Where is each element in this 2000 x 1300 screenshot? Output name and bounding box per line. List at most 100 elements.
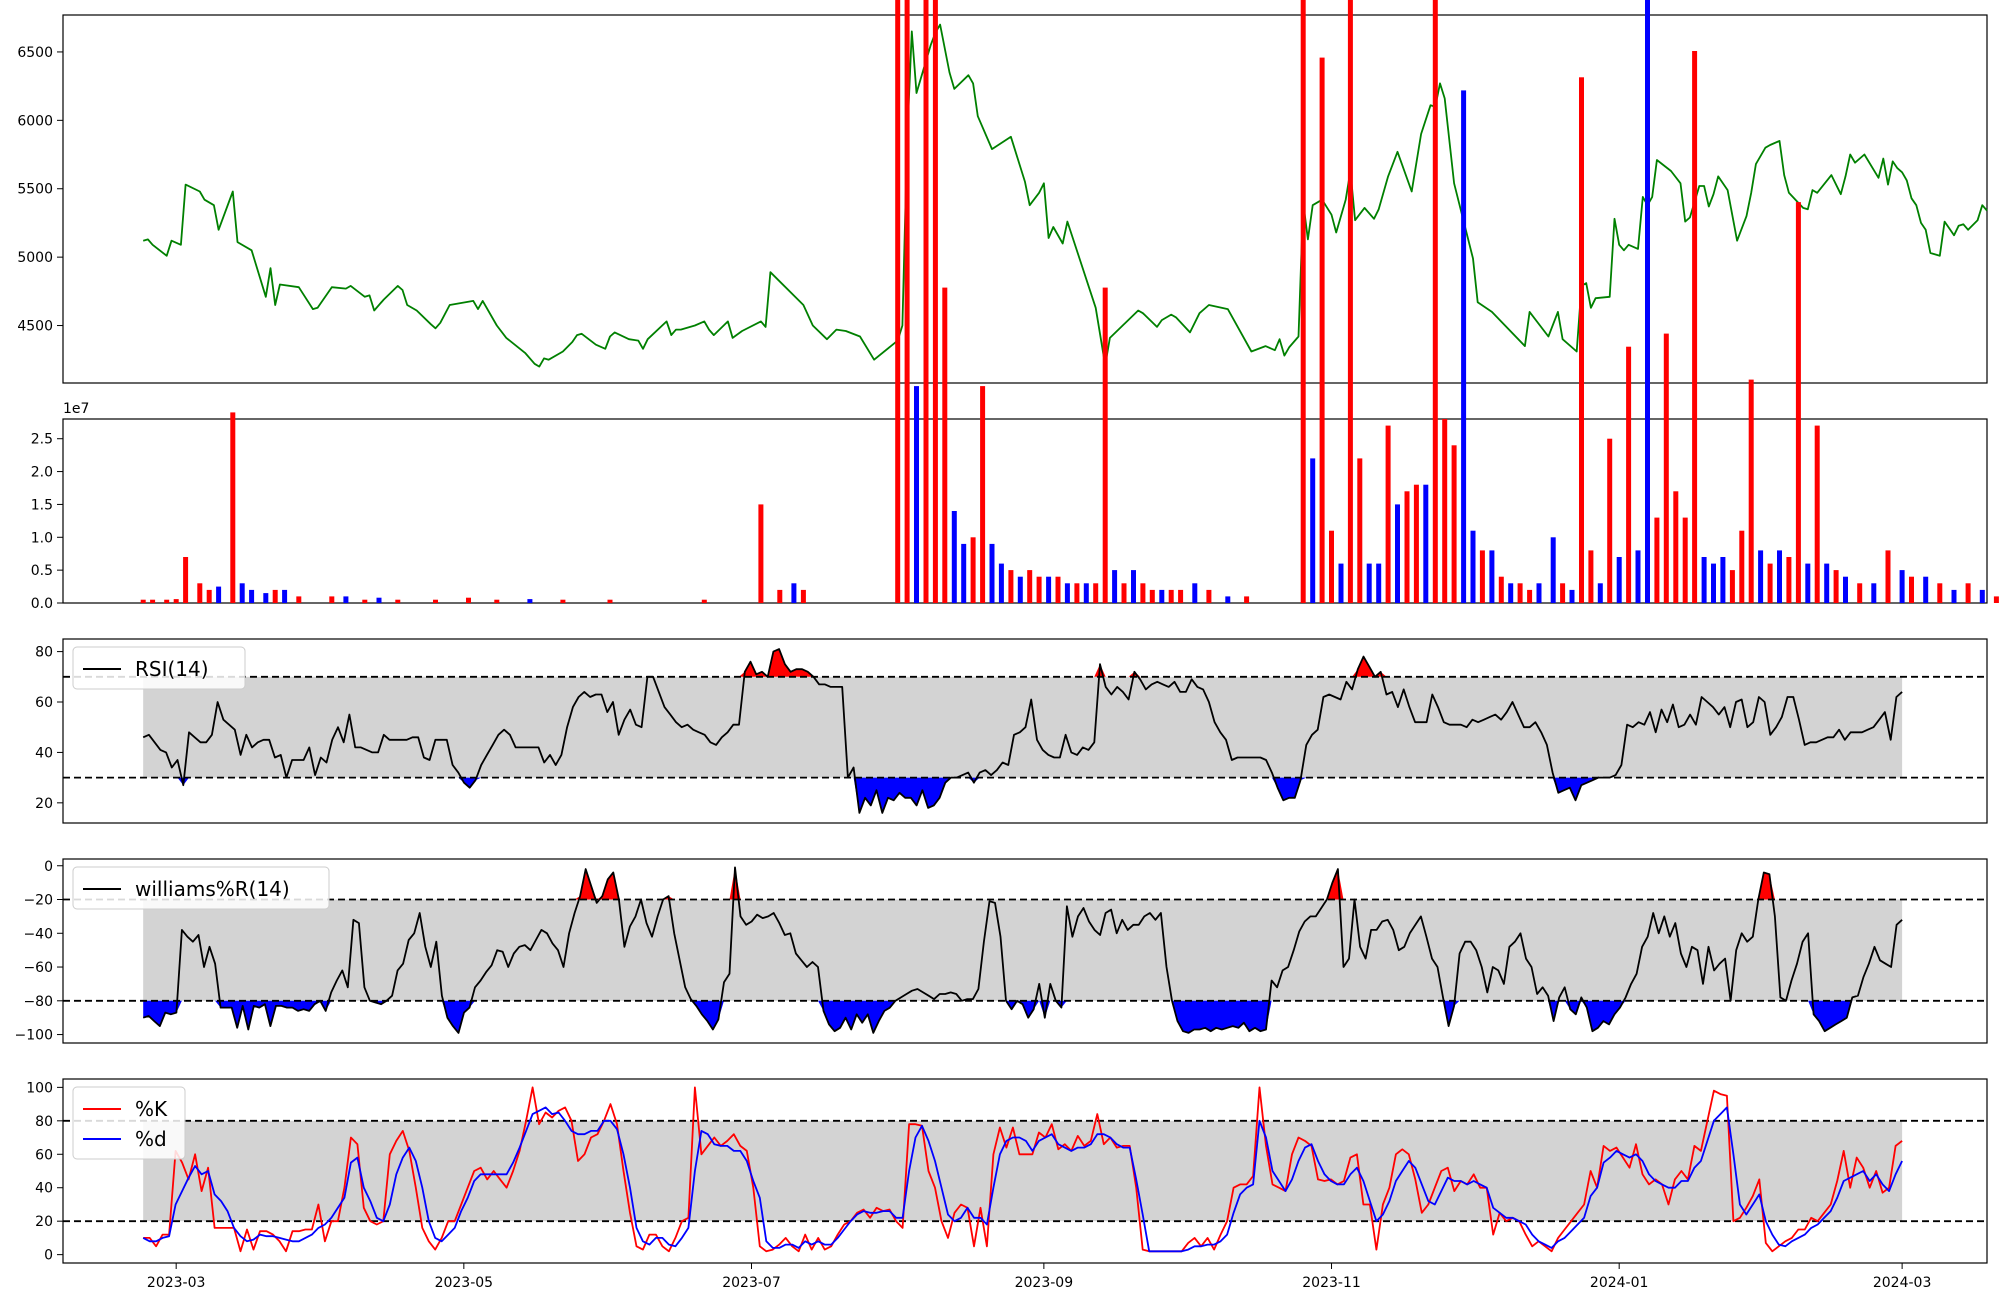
- volume-bar: [1376, 563, 1382, 603]
- legend-label: %d: [135, 1127, 167, 1151]
- volume-bar: [1645, 0, 1650, 603]
- y-tick-label: 0: [44, 1248, 53, 1264]
- volume-bar: [1329, 530, 1334, 603]
- volume-bar: [1055, 576, 1061, 603]
- volume-bar: [206, 589, 212, 603]
- volume-bar: [1814, 425, 1820, 603]
- volume-bar: [1385, 425, 1391, 603]
- volume-bar: [560, 599, 566, 603]
- volume-bar: [1310, 458, 1316, 603]
- x-tick-label: 2023-05: [435, 1275, 494, 1291]
- volume-bar: [1795, 202, 1801, 603]
- volume-bar: [1300, 0, 1306, 603]
- volume-bar: [1074, 583, 1080, 603]
- volume-offset-label: 1e7: [63, 401, 89, 417]
- volume-bar: [1550, 537, 1556, 603]
- y-tick-label: 0: [44, 859, 53, 875]
- volume-bar: [1036, 576, 1042, 603]
- volume-bar: [1857, 583, 1863, 603]
- y-tick-label: 0.5: [31, 563, 53, 579]
- volume-bar: [1923, 576, 1929, 603]
- volume-bar: [1451, 445, 1457, 603]
- volume-bar: [1692, 51, 1698, 603]
- volume-bar: [272, 589, 278, 603]
- volume-bar: [895, 0, 901, 604]
- oversold-fill: [1581, 1000, 1626, 1032]
- volume-bar: [150, 599, 156, 603]
- volume-bar: [1833, 570, 1839, 603]
- volume-bar: [1654, 517, 1660, 603]
- axes-frame: [62, 858, 1988, 1044]
- oversold-fill: [1552, 777, 1599, 801]
- volume-bar: [1767, 563, 1773, 603]
- volume-bar: [1159, 589, 1165, 603]
- williams-r-panel: −100 −80 −60 −40 −20 0 williams%R(14): [15, 858, 1988, 1044]
- range-band: [143, 1120, 1903, 1222]
- volume-bar: [1965, 583, 1971, 603]
- oversold-fill: [1808, 1000, 1853, 1032]
- price-line: [142, 23, 1988, 368]
- volume-bar: [1498, 576, 1504, 603]
- axes-frame: [62, 638, 1988, 824]
- volume-bar: [1536, 583, 1542, 603]
- volume-bar: [989, 543, 995, 603]
- volume-bar: [1083, 583, 1089, 603]
- y-tick-label: 1.0: [31, 530, 53, 546]
- y-tick-label: 80: [35, 645, 53, 661]
- x-tick-label: 2024-03: [1873, 1275, 1932, 1291]
- volume-bar: [1206, 589, 1212, 603]
- volume-bar: [183, 557, 189, 603]
- volume-bar: [1673, 491, 1679, 603]
- y-tick-label: 40: [35, 745, 53, 761]
- volume-bar: [942, 287, 948, 603]
- volume-bar: [263, 593, 269, 603]
- volume-bar: [1319, 57, 1325, 604]
- volume-bar: [1489, 550, 1495, 603]
- volume-bar: [1527, 589, 1533, 603]
- volume-bar: [140, 599, 146, 603]
- volume-bar: [1168, 589, 1174, 603]
- volume-bar: [1899, 570, 1905, 603]
- volume-bar: [1711, 563, 1716, 603]
- y-tick-label: −100: [15, 1028, 53, 1044]
- volume-bar: [980, 386, 986, 603]
- volume-bar: [777, 589, 783, 603]
- oversold-fill: [1006, 1000, 1018, 1010]
- volume-bar: [1739, 530, 1745, 603]
- price-panel: 4500 5000 5500 6000 6500: [17, 14, 1988, 384]
- volume-bar: [1093, 583, 1099, 603]
- volume-bar: [164, 599, 170, 603]
- volume-bar: [914, 386, 919, 603]
- volume-bar: [1607, 438, 1613, 603]
- volume-bar: [1064, 583, 1070, 603]
- volume-bar: [1777, 550, 1782, 603]
- y-tick-label: 5500: [17, 182, 53, 198]
- volume-bar: [1046, 576, 1052, 603]
- volume-bar: [1479, 550, 1485, 603]
- volume-bar: [1843, 576, 1848, 603]
- axes-frame: [62, 418, 1988, 604]
- volume-bar: [230, 412, 236, 603]
- volume-bar: [791, 583, 797, 603]
- volume-bar: [951, 511, 957, 603]
- y-tick-label: −60: [23, 960, 53, 976]
- y-tick-label: −20: [23, 893, 53, 909]
- volume-bar: [1347, 0, 1353, 603]
- volume-bar: [1140, 583, 1146, 603]
- volume-bar: [1682, 517, 1688, 603]
- volume-bar: [1569, 589, 1575, 603]
- volume-bar: [800, 589, 806, 603]
- volume-bar: [466, 597, 471, 603]
- volume-bar: [1937, 583, 1943, 603]
- volume-bar: [1748, 379, 1754, 603]
- volume-bar: [1395, 504, 1400, 603]
- volume-bar: [932, 0, 938, 604]
- legend-label: williams%R(14): [135, 877, 290, 901]
- volume-bar: [1993, 596, 1999, 603]
- volume-bar: [1121, 583, 1127, 603]
- oversold-fill: [690, 1000, 724, 1030]
- rsi-line-0: [142, 648, 1903, 814]
- y-tick-label: 2.0: [31, 465, 53, 481]
- oversold-fill: [1172, 1000, 1272, 1033]
